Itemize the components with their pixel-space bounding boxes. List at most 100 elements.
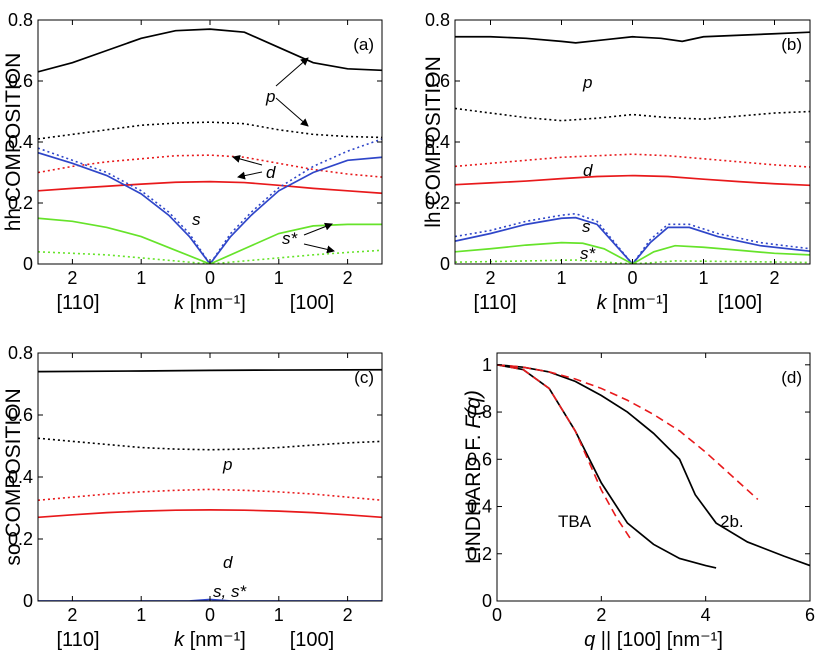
x-axis-label-unit: [nm⁻¹] — [184, 629, 246, 651]
x-tick-label: 2 — [343, 268, 353, 288]
x-tick-label: 1 — [274, 605, 284, 625]
y-tick-label: 1 — [482, 355, 492, 375]
x-tick-label: 2 — [67, 268, 77, 288]
x-tick-label: 0 — [627, 268, 637, 288]
x-direction-right: [100] — [290, 629, 334, 651]
annot-s: s — [582, 217, 591, 236]
axes-frame — [496, 352, 811, 602]
x-axis-label-unit: [nm⁻¹] — [607, 292, 669, 314]
annot-s-star: s* — [282, 229, 299, 248]
x-tick-label: 2 — [485, 268, 495, 288]
y-tick-label: 0.4 — [8, 467, 33, 487]
panel-label: (c) — [354, 368, 374, 387]
series-line-d — [455, 174, 810, 187]
annot-p: p — [582, 73, 592, 92]
y-tick-label: 0.4 — [8, 132, 33, 152]
x-axis-label: k [nm⁻¹] — [174, 629, 246, 651]
panel-label: (b) — [781, 35, 802, 54]
x-tick-label: 1 — [556, 268, 566, 288]
y-tick-label: 0.8 — [8, 343, 33, 363]
series-line-p — [455, 31, 810, 44]
y-tick-label: 0.6 — [425, 71, 450, 91]
x-axis-label-unit: || [100] [nm⁻¹] — [595, 629, 723, 651]
series-group — [455, 31, 810, 264]
x-tick-label: 4 — [701, 605, 711, 625]
y-tick-label: 0.6 — [8, 71, 33, 91]
y-tick-label: 0.8 — [8, 10, 33, 30]
x-tick-label: 0 — [205, 268, 215, 288]
y-tick-label: 0.2 — [8, 193, 33, 213]
x-axis-label: k [nm⁻¹] — [597, 292, 669, 314]
annot-s-s-star: s, s* — [213, 582, 247, 601]
series-line-s — [38, 151, 382, 264]
x-tick-label: 0 — [205, 605, 215, 625]
x-direction-left: [110] — [474, 292, 517, 314]
x-tick-label: 2 — [67, 605, 77, 625]
y-tick-label: 0.2 — [467, 544, 492, 564]
y-tick-label: 0 — [23, 591, 33, 611]
series-line-2b- — [497, 363, 810, 567]
x-axis-label: q || [100] [nm⁻¹] — [584, 629, 723, 651]
series-line-d-dotted — [455, 153, 810, 168]
y-tick-label: 0.2 — [425, 193, 450, 213]
x-direction-left: [110] — [57, 292, 100, 314]
series-line-p — [38, 368, 382, 373]
panel-d: TBA 2b. 0 2 4 6 0 0.2 0.4 0.6 0.8 1 (d) LINDHARD F.… — [462, 352, 815, 651]
annot-d: d — [266, 163, 276, 182]
series-group — [38, 368, 382, 601]
x-tick-label: 1 — [698, 268, 708, 288]
annot-p: p — [222, 455, 232, 474]
y-tick-label: 0.4 — [425, 132, 450, 152]
y-tick-label: 0.8 — [425, 10, 450, 30]
annot-2b: 2b. — [720, 512, 744, 531]
y-axis-label: lh COMPOSITION — [422, 56, 445, 228]
series-group — [38, 28, 382, 264]
x-direction-left: [110] — [57, 629, 100, 651]
arrow-s-star-upper — [303, 222, 333, 236]
y-tick-label: 0.2 — [8, 529, 33, 549]
annot-s-star: s* — [580, 244, 597, 263]
series-group — [497, 363, 810, 569]
series-line-s-dotted — [38, 138, 382, 264]
series-line-p-dotted — [455, 107, 810, 122]
arrow-s-star-lower — [303, 243, 335, 254]
series-line-p — [38, 28, 382, 73]
x-tick-label: 2 — [343, 605, 353, 625]
y-tick-label: 0.6 — [467, 449, 492, 469]
x-tick-label: 1 — [136, 605, 146, 625]
panel-label: (a) — [353, 35, 374, 54]
x-tick-label: 1 — [274, 268, 284, 288]
y-axis-label-text: LINDHARD F. — [462, 429, 485, 564]
x-direction-right: [100] — [290, 292, 334, 314]
series-line-s-dotted — [455, 259, 810, 264]
panel-a: p d s s* 2 1 0 1 2 0 0.2 0.4 0.6 0.8 (a) hh COMPOSI… — [2, 10, 383, 314]
arrow-d-lower — [237, 171, 263, 180]
annot-d: d — [223, 553, 233, 572]
x-axis-label-unit: [nm⁻¹] — [184, 292, 246, 314]
x-axis-label-var: q — [584, 629, 595, 651]
series-line-2b-approx — [497, 364, 759, 501]
series-line-p-dotted — [38, 437, 382, 451]
annot-p: p — [265, 87, 275, 106]
y-axis-label: hh COMPOSITION — [2, 53, 25, 232]
y-tick-label: 0.4 — [467, 497, 492, 517]
panel-c: p d s, s* 2 1 0 1 2 0 0.2 0.4 0.6 0.8 (c) so COMPOS… — [2, 343, 383, 651]
panel-label: (d) — [781, 368, 802, 387]
y-axis-label: so COMPOSITION — [2, 388, 25, 565]
series-line-d-dotted — [38, 488, 382, 502]
x-axis-label-var: k — [597, 292, 608, 314]
series-line-d — [38, 180, 382, 195]
x-axis-label-var: k — [174, 629, 185, 651]
annot-d: d — [583, 161, 593, 180]
y-axis-label: LINDHARD F. F(q) — [462, 390, 485, 564]
x-tick-label: 1 — [136, 268, 146, 288]
series-line-d — [38, 509, 382, 519]
arrow-p-lower — [275, 97, 309, 127]
series-line-s- — [455, 241, 810, 264]
x-axis-label-var: k — [174, 292, 185, 314]
panel-b: p d s s* 2 1 0 1 2 0 0.2 0.4 0.6 0.8 (b) lh COMPOSI… — [422, 10, 811, 314]
y-tick-label: 0 — [482, 591, 492, 611]
arrow-p-upper — [275, 57, 309, 87]
arrow-d-upper — [232, 155, 263, 166]
